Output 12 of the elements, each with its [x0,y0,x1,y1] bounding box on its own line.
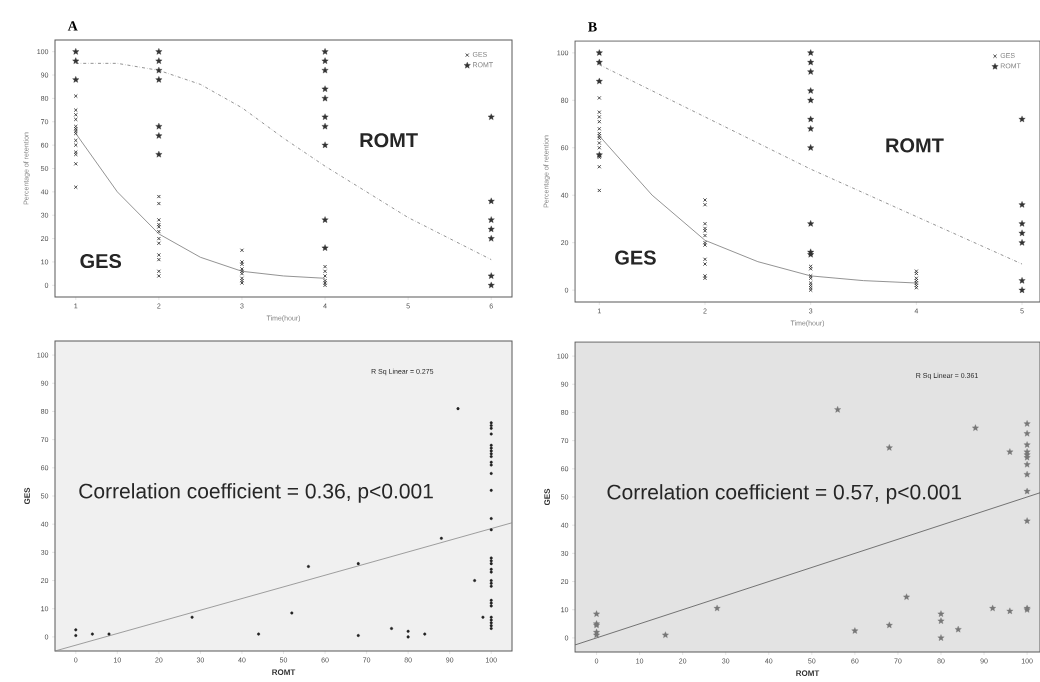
annotation: GES [615,250,656,265]
annotation: Correlation coefficient = 0.36, p<0.001 [79,483,433,503]
annotation: GES [80,253,122,269]
y-axis-title: GES [24,487,30,505]
x-axis-title: ROMT [272,669,296,676]
chart-title: A [67,21,78,31]
y-axis-title: GES [544,488,550,506]
annotation: Correlation coefficient = 0.57, p<0.001 [607,484,962,504]
annotation: ROMT [360,133,418,148]
chart-title: B [588,22,597,32]
annotation: ROMT [886,138,944,153]
x-axis-title: ROMT [796,670,820,677]
